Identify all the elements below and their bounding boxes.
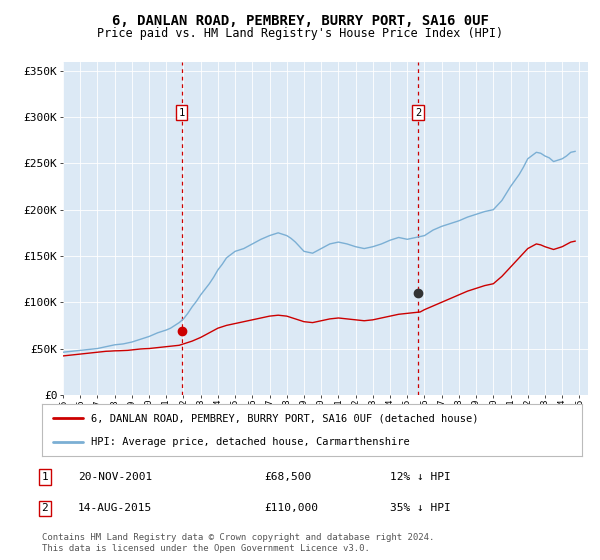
Text: 14-AUG-2015: 14-AUG-2015: [78, 503, 152, 514]
Text: 6, DANLAN ROAD, PEMBREY, BURRY PORT, SA16 0UF (detached house): 6, DANLAN ROAD, PEMBREY, BURRY PORT, SA1…: [91, 413, 478, 423]
Text: 1: 1: [41, 472, 49, 482]
Text: £110,000: £110,000: [264, 503, 318, 514]
Text: 20-NOV-2001: 20-NOV-2001: [78, 472, 152, 482]
Text: £68,500: £68,500: [264, 472, 311, 482]
Text: 12% ↓ HPI: 12% ↓ HPI: [390, 472, 451, 482]
Text: 35% ↓ HPI: 35% ↓ HPI: [390, 503, 451, 514]
Text: Price paid vs. HM Land Registry's House Price Index (HPI): Price paid vs. HM Land Registry's House …: [97, 27, 503, 40]
Text: HPI: Average price, detached house, Carmarthenshire: HPI: Average price, detached house, Carm…: [91, 437, 409, 447]
Text: 1: 1: [178, 108, 185, 118]
Text: 2: 2: [41, 503, 49, 514]
Text: 2: 2: [415, 108, 421, 118]
Text: Contains HM Land Registry data © Crown copyright and database right 2024.
This d: Contains HM Land Registry data © Crown c…: [42, 533, 434, 553]
Text: 6, DANLAN ROAD, PEMBREY, BURRY PORT, SA16 0UF: 6, DANLAN ROAD, PEMBREY, BURRY PORT, SA1…: [112, 14, 488, 28]
